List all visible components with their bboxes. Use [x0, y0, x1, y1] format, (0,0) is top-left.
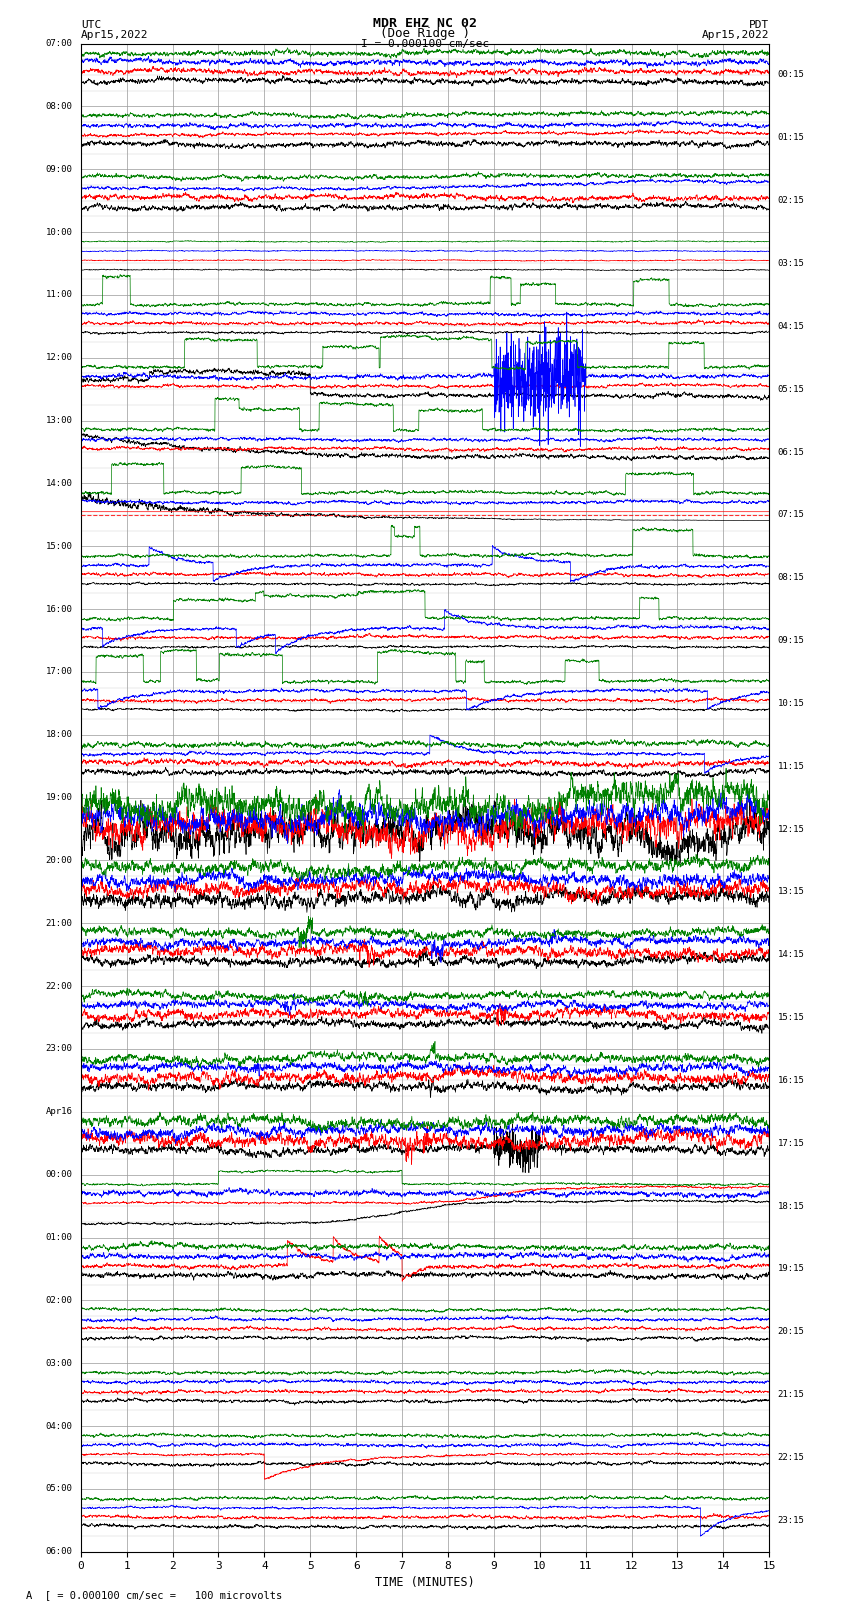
Text: 22:00: 22:00	[46, 982, 72, 990]
Text: 23:15: 23:15	[778, 1516, 804, 1524]
Text: 17:15: 17:15	[778, 1139, 804, 1148]
Text: UTC: UTC	[81, 19, 101, 31]
Text: 03:00: 03:00	[46, 1358, 72, 1368]
Text: 07:00: 07:00	[46, 39, 72, 48]
Text: 10:00: 10:00	[46, 227, 72, 237]
Text: A  [ = 0.000100 cm/sec =   100 microvolts: A [ = 0.000100 cm/sec = 100 microvolts	[26, 1590, 281, 1600]
Text: 21:00: 21:00	[46, 919, 72, 927]
Text: 01:00: 01:00	[46, 1232, 72, 1242]
Text: 05:15: 05:15	[778, 384, 804, 394]
Text: 20:15: 20:15	[778, 1327, 804, 1336]
Text: 06:15: 06:15	[778, 447, 804, 456]
Text: 15:15: 15:15	[778, 1013, 804, 1023]
Text: 19:00: 19:00	[46, 794, 72, 802]
Text: 00:00: 00:00	[46, 1169, 72, 1179]
Text: 20:00: 20:00	[46, 857, 72, 865]
Text: PDT: PDT	[749, 19, 769, 31]
Text: MDR EHZ NC 02: MDR EHZ NC 02	[373, 16, 477, 31]
Text: 14:00: 14:00	[46, 479, 72, 487]
Text: 12:00: 12:00	[46, 353, 72, 363]
Text: 04:15: 04:15	[778, 323, 804, 331]
Text: 07:15: 07:15	[778, 510, 804, 519]
Text: 18:00: 18:00	[46, 731, 72, 739]
Text: 03:15: 03:15	[778, 260, 804, 268]
Text: 15:00: 15:00	[46, 542, 72, 550]
Text: 04:00: 04:00	[46, 1421, 72, 1431]
Text: 16:15: 16:15	[778, 1076, 804, 1086]
Text: 08:00: 08:00	[46, 102, 72, 111]
Text: 00:15: 00:15	[778, 71, 804, 79]
Text: 18:15: 18:15	[778, 1202, 804, 1211]
Text: Apr15,2022: Apr15,2022	[81, 29, 148, 39]
Text: 08:15: 08:15	[778, 573, 804, 582]
Text: 06:00: 06:00	[46, 1547, 72, 1557]
Text: 01:15: 01:15	[778, 134, 804, 142]
Text: (Doe Ridge ): (Doe Ridge )	[380, 26, 470, 39]
Text: Apr16: Apr16	[46, 1108, 72, 1116]
Text: 12:15: 12:15	[778, 824, 804, 834]
Text: 16:00: 16:00	[46, 605, 72, 613]
Text: 13:15: 13:15	[778, 887, 804, 897]
Text: 13:00: 13:00	[46, 416, 72, 426]
Text: 10:15: 10:15	[778, 698, 804, 708]
Text: 09:00: 09:00	[46, 165, 72, 174]
X-axis label: TIME (MINUTES): TIME (MINUTES)	[375, 1576, 475, 1589]
Text: 11:00: 11:00	[46, 290, 72, 300]
Text: 22:15: 22:15	[778, 1453, 804, 1461]
Text: Apr15,2022: Apr15,2022	[702, 29, 769, 39]
Text: 17:00: 17:00	[46, 668, 72, 676]
Text: 19:15: 19:15	[778, 1265, 804, 1273]
Text: 09:15: 09:15	[778, 636, 804, 645]
Text: 11:15: 11:15	[778, 761, 804, 771]
Text: 02:00: 02:00	[46, 1295, 72, 1305]
Text: 02:15: 02:15	[778, 197, 804, 205]
Text: 23:00: 23:00	[46, 1045, 72, 1053]
Text: 14:15: 14:15	[778, 950, 804, 960]
Text: 21:15: 21:15	[778, 1390, 804, 1398]
Text: I = 0.000100 cm/sec: I = 0.000100 cm/sec	[361, 39, 489, 50]
Text: 05:00: 05:00	[46, 1484, 72, 1494]
